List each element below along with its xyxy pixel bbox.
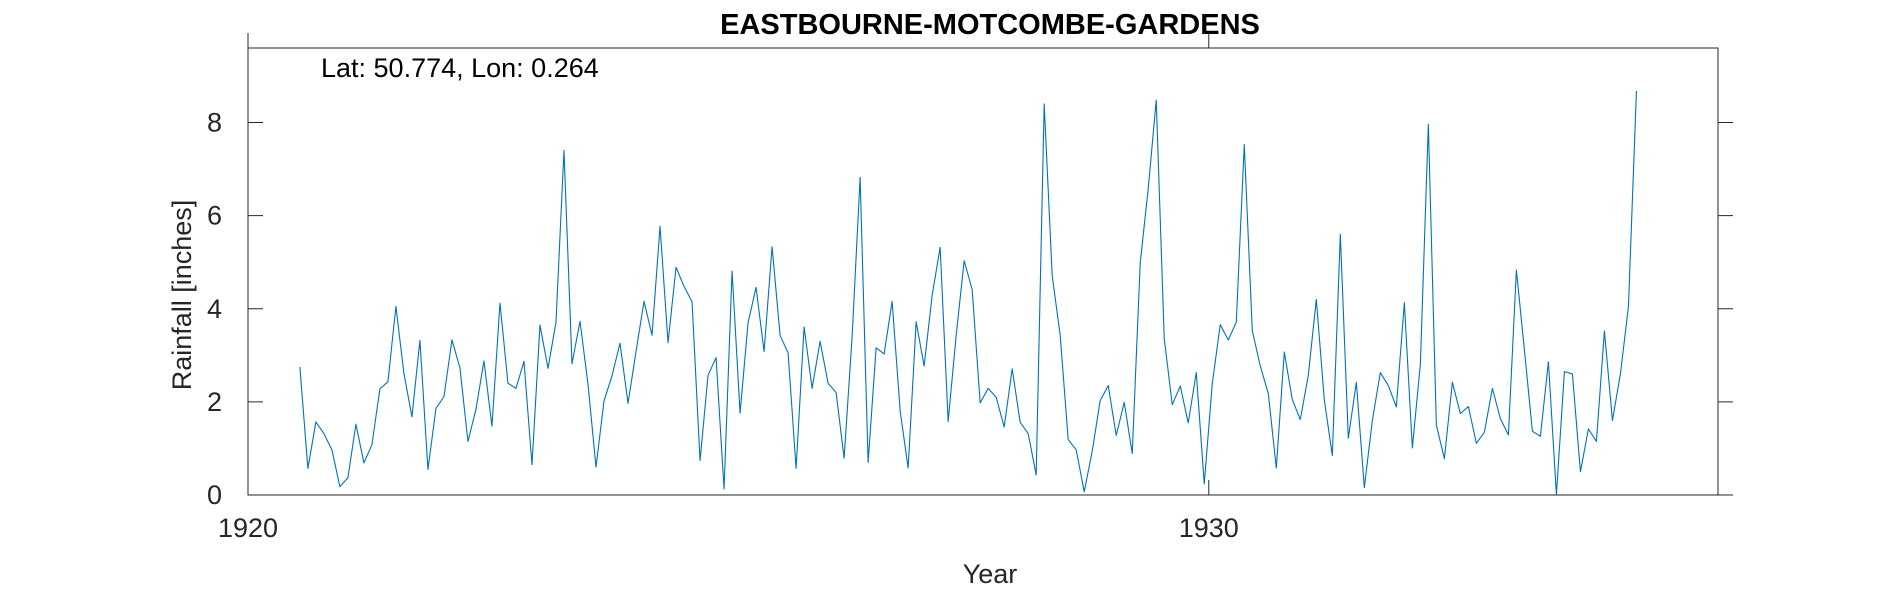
rainfall-series-line xyxy=(299,90,1637,496)
x-axis-ticks: 1920 1930 xyxy=(218,33,1239,543)
y-tick-label: 0 xyxy=(207,480,222,510)
plot-box xyxy=(247,47,1719,496)
x-tick-label: 1930 xyxy=(1179,513,1239,543)
series-group xyxy=(299,90,1637,496)
y-axis-ticks: 0 2 4 6 8 xyxy=(207,108,1733,510)
y-tick-label: 4 xyxy=(207,294,222,324)
x-axis-label: Year xyxy=(963,559,1018,589)
x-tick-label: 1920 xyxy=(218,513,278,543)
y-tick-label: 8 xyxy=(207,108,222,138)
axes xyxy=(247,33,1733,496)
y-tick-label: 2 xyxy=(207,387,222,417)
y-tick-label: 6 xyxy=(207,201,222,231)
chart-title: EASTBOURNE-MOTCOMBE-GARDENS xyxy=(720,9,1260,41)
y-axis-label: Rainfall [inches] xyxy=(167,200,197,391)
location-annotation: Lat: 50.774, Lon: 0.264 xyxy=(321,53,599,83)
